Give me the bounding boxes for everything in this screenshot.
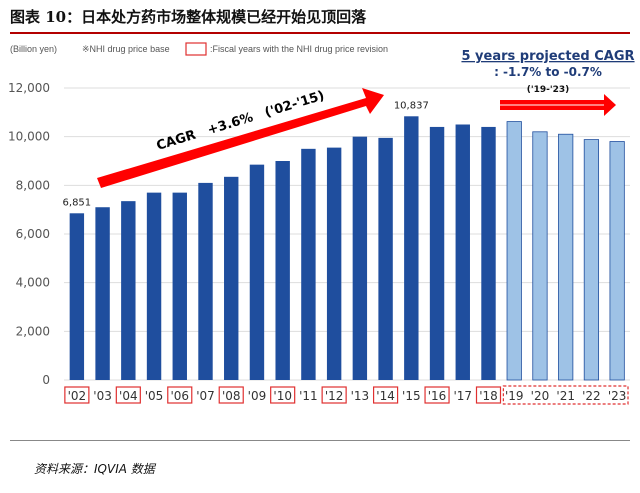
projected-decline-arrow bbox=[500, 94, 616, 116]
x-tick-label: '05 bbox=[145, 389, 164, 403]
revision-year-box bbox=[64, 386, 90, 404]
x-tick-label: '21 bbox=[556, 389, 575, 403]
actual-bar bbox=[224, 176, 239, 380]
x-tick-label: '14 bbox=[376, 389, 395, 403]
y-tick-label: 8,000 bbox=[16, 178, 50, 192]
actual-bar bbox=[404, 116, 419, 380]
x-tick-label: '18 bbox=[479, 389, 498, 403]
y-tick-label: 6,000 bbox=[16, 227, 50, 241]
x-tick-label: '09 bbox=[248, 389, 267, 403]
projected-bar bbox=[506, 121, 522, 381]
actual-bar bbox=[481, 126, 496, 380]
x-tick-label: '06 bbox=[170, 389, 189, 403]
revision-year-box bbox=[270, 386, 296, 404]
cagr-growth-arrow bbox=[97, 88, 384, 188]
x-tick-label: '17 bbox=[453, 389, 472, 403]
x-tick-label: '08 bbox=[222, 389, 241, 403]
projected-bar bbox=[558, 133, 574, 381]
actual-bar bbox=[249, 164, 265, 380]
revision-year-box bbox=[218, 386, 244, 404]
x-tick-label: '02 bbox=[68, 389, 87, 403]
revision-year-box bbox=[115, 386, 141, 404]
actual-bar bbox=[172, 192, 187, 380]
x-tick-label: '12 bbox=[325, 389, 344, 403]
title-rule bbox=[10, 32, 630, 34]
actual-bar bbox=[198, 182, 213, 380]
legend-unit: (Billion yen) bbox=[10, 44, 57, 54]
x-tick-label: '07 bbox=[196, 389, 215, 403]
actual-bar bbox=[378, 137, 393, 380]
actual-bar bbox=[429, 126, 445, 380]
y-tick-label: 4,000 bbox=[16, 276, 50, 290]
x-tick-label: '20 bbox=[531, 389, 550, 403]
x-tick-label: '22 bbox=[582, 389, 601, 403]
projected-revision-box bbox=[502, 385, 629, 405]
x-tick-label: '11 bbox=[299, 389, 318, 403]
source-note: 资料来源：IQVIA 数据 bbox=[34, 462, 155, 476]
x-tick-label: '13 bbox=[351, 389, 370, 403]
y-tick-label: 0 bbox=[42, 373, 50, 387]
revision-year-box bbox=[372, 386, 399, 404]
bottom-rule bbox=[10, 440, 630, 441]
x-tick-label: '16 bbox=[428, 389, 447, 403]
projected-bar bbox=[583, 139, 600, 381]
revision-year-box bbox=[167, 386, 193, 404]
actual-bar bbox=[301, 148, 316, 380]
cagr-projected-line1: 5 years projected CAGR bbox=[461, 49, 634, 64]
projected-bar bbox=[532, 131, 548, 381]
x-tick-label: '15 bbox=[402, 389, 421, 403]
data-label: 10,837 bbox=[394, 100, 429, 111]
figure-title: 图表 10：日本处方药市场整体规模已经开始见顶回落 bbox=[10, 8, 367, 26]
actual-bar bbox=[121, 201, 136, 380]
actual-bar bbox=[95, 207, 110, 380]
legend-revision-swatch bbox=[185, 42, 207, 56]
actual-bar bbox=[352, 136, 368, 380]
cagr-projected-line2: : -1.7% to -0.7% bbox=[494, 65, 602, 79]
revision-year-box bbox=[424, 386, 450, 404]
actual-bar bbox=[69, 213, 85, 380]
actual-bar bbox=[326, 147, 342, 380]
legend-revision-note: :Fiscal years with the NHI drug price re… bbox=[210, 44, 388, 54]
x-tick-label: '23 bbox=[608, 389, 627, 403]
x-tick-label: '19 bbox=[505, 389, 524, 403]
actual-bar bbox=[146, 192, 162, 380]
y-tick-label: 10,000 bbox=[8, 130, 50, 144]
x-tick-label: '10 bbox=[273, 389, 292, 403]
market-size-chart: (Billion yen) ※NHI drug price base :Fisc… bbox=[8, 42, 635, 405]
actual-bar bbox=[455, 124, 470, 380]
actual-bar bbox=[275, 161, 290, 380]
x-tick-label: '04 bbox=[119, 389, 138, 403]
projected-bar bbox=[609, 141, 625, 381]
y-tick-label: 12,000 bbox=[8, 81, 50, 95]
x-tick-label: '03 bbox=[93, 389, 112, 403]
legend-base-note: ※NHI drug price base bbox=[82, 44, 170, 54]
y-tick-label: 2,000 bbox=[16, 324, 50, 338]
revision-year-box bbox=[475, 386, 502, 404]
cagr-projected-line3: ('19-'23) bbox=[527, 85, 570, 95]
data-label: 6,851 bbox=[63, 197, 92, 208]
revision-year-box bbox=[321, 386, 347, 404]
